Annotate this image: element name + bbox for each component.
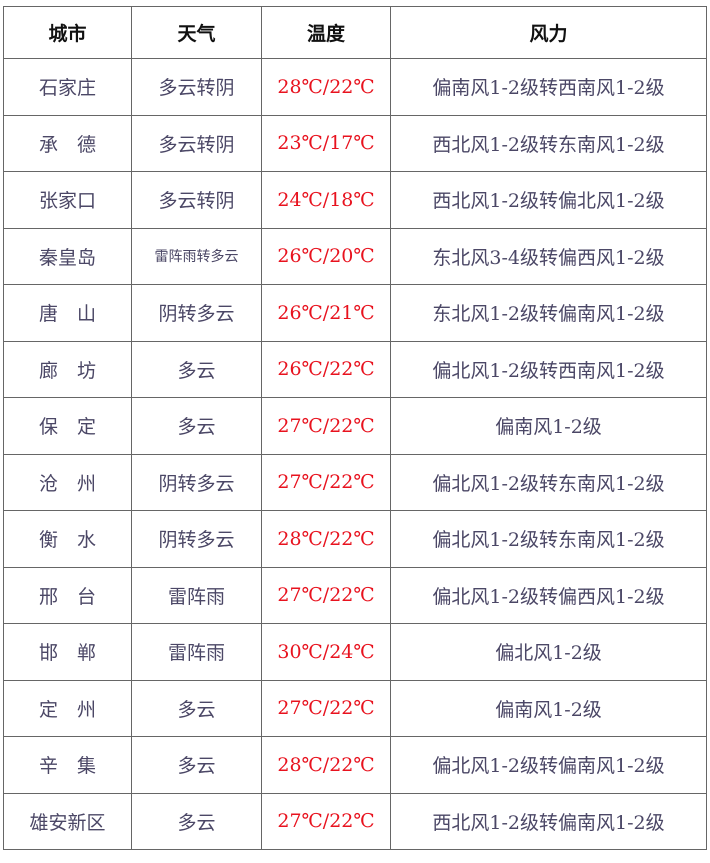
weather-cell: 阴转多云 [131,453,262,511]
table-row: 秦皇岛 雷阵雨转多云 26℃/20℃ 东北风3-4级转偏西风1-2级 [3,227,707,285]
table-row: 衡 水阴转多云 28℃/22℃ 偏北风1-2级转东南风1-2级 [3,510,707,568]
temperature-cell: 27℃/22℃ [261,792,391,850]
city-cell: 石家庄 [3,58,132,116]
city-cell: 秦皇岛 [3,227,132,285]
weather-cell: 多云转阴 [131,114,262,172]
wind-cell: 偏南风1-2级 [390,679,707,737]
wind-cell: 偏北风1-2级转西南风1-2级 [390,340,707,398]
weather-cell: 多云 [131,340,262,398]
weather-cell: 多云 [131,736,262,794]
weather-cell: 多云转阴 [131,58,262,116]
temperature-cell: 27℃/22℃ [261,566,391,624]
wind-cell: 偏北风1-2级转偏南风1-2级 [390,736,707,794]
city-cell: 邯 郸 [3,623,132,681]
city-cell: 张家口 [3,171,132,229]
table-row: 雄安新区 多云 27℃/22℃ 西北风1-2级转偏南风1-2级 [3,792,707,850]
city-cell: 衡 水 [3,510,132,568]
table-row: 承 德多云转阴 23℃/17℃ 西北风1-2级转东南风1-2级 [3,114,707,172]
city-cell: 沧 州 [3,453,132,511]
weather-cell: 雷阵雨转多云 [131,227,262,285]
temperature-cell: 27℃/22℃ [261,453,391,511]
table-row: 廊 坊多云 26℃/22℃ 偏北风1-2级转西南风1-2级 [3,340,707,398]
table-row: 保 定多云 27℃/22℃ 偏南风1-2级 [3,397,707,455]
weather-cell: 多云转阴 [131,171,262,229]
wind-cell: 偏南风1-2级 [390,397,707,455]
city-cell: 唐 山 [3,284,132,342]
temperature-cell: 27℃/22℃ [261,679,391,737]
table-row: 唐 山阴转多云 26℃/21℃ 东北风1-2级转偏南风1-2级 [3,284,707,342]
wind-cell: 偏北风1-2级转偏西风1-2级 [390,566,707,624]
temperature-cell: 28℃/22℃ [261,736,391,794]
wind-cell: 偏北风1-2级 [390,623,707,681]
city-cell: 保 定 [3,397,132,455]
temperature-cell: 23℃/17℃ [261,114,391,172]
header-row: 城市 天气 温度 风力 [3,6,707,59]
weather-cell: 雷阵雨 [131,566,262,624]
table-row: 沧 州阴转多云 27℃/22℃ 偏北风1-2级转东南风1-2级 [3,453,707,511]
weather-cell: 雷阵雨 [131,623,262,681]
weather-cell: 多云 [131,679,262,737]
city-cell: 雄安新区 [3,792,132,850]
wind-cell: 偏南风1-2级转西南风1-2级 [390,58,707,116]
city-cell: 定 州 [3,679,132,737]
temperature-cell: 26℃/20℃ [261,227,391,285]
table-row: 定 州多云 27℃/22℃ 偏南风1-2级 [3,679,707,737]
wind-cell: 偏北风1-2级转东南风1-2级 [390,510,707,568]
city-cell: 邢 台 [3,566,132,624]
table-row: 邯 郸雷阵雨 30℃/24℃ 偏北风1-2级 [3,623,707,681]
header-city: 城市 [3,6,132,59]
temperature-cell: 28℃/22℃ [261,58,391,116]
table-row: 张家口 多云转阴 24℃/18℃ 西北风1-2级转偏北风1-2级 [3,171,707,229]
temperature-cell: 26℃/22℃ [261,340,391,398]
wind-cell: 偏北风1-2级转东南风1-2级 [390,453,707,511]
weather-cell: 多云 [131,792,262,850]
table-row: 辛 集多云 28℃/22℃ 偏北风1-2级转偏南风1-2级 [3,736,707,794]
temperature-cell: 30℃/24℃ [261,623,391,681]
temperature-cell: 27℃/22℃ [261,397,391,455]
header-weather: 天气 [131,6,262,59]
weather-cell: 阴转多云 [131,510,262,568]
weather-cell: 阴转多云 [131,284,262,342]
wind-cell: 东北风3-4级转偏西风1-2级 [390,227,707,285]
temperature-cell: 24℃/18℃ [261,171,391,229]
header-temperature: 温度 [261,6,391,59]
header-wind: 风力 [390,6,707,59]
wind-cell: 西北风1-2级转偏南风1-2级 [390,792,707,850]
table-row: 石家庄 多云转阴 28℃/22℃ 偏南风1-2级转西南风1-2级 [3,58,707,116]
city-cell: 辛 集 [3,736,132,794]
wind-cell: 东北风1-2级转偏南风1-2级 [390,284,707,342]
city-cell: 廊 坊 [3,340,132,398]
city-cell: 承 德 [3,114,132,172]
temperature-cell: 28℃/22℃ [261,510,391,568]
wind-cell: 西北风1-2级转偏北风1-2级 [390,171,707,229]
wind-cell: 西北风1-2级转东南风1-2级 [390,114,707,172]
weather-forecast-table: 城市 天气 温度 风力 石家庄 多云转阴 28℃/22℃ 偏南风1-2级转西南风1-2… [3,6,707,850]
table-row: 邢 台雷阵雨 27℃/22℃ 偏北风1-2级转偏西风1-2级 [3,566,707,624]
weather-cell: 多云 [131,397,262,455]
temperature-cell: 26℃/21℃ [261,284,391,342]
